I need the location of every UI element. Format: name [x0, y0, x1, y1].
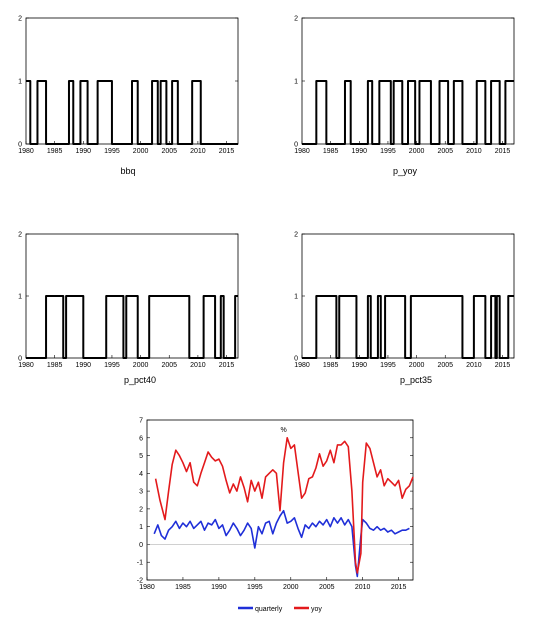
x-tick-label: 1995 [104, 148, 120, 155]
y-tick-label: 1 [18, 294, 22, 301]
x-tick-label: 1995 [380, 148, 396, 155]
y-tick-label: 2 [139, 506, 143, 513]
y-tick-label: 5 [139, 453, 143, 460]
y-tick-label: 0 [18, 142, 22, 149]
chart-panel-bbq: 0 1 2 1980 1985 1990 1995 2000 2005 2010 2015 bbq [18, 16, 239, 176]
y-tick-label: 1 [139, 524, 143, 531]
chart-panel-p_pct35: 0 1 2 1980 1985 1990 1995 2000 2005 2010 2015 p_pct… [294, 232, 515, 385]
series-line-p_yoy [302, 80, 514, 145]
x-tick-label: 2005 [437, 148, 453, 155]
x-tick-label: 1995 [247, 584, 263, 591]
x-tick-label: 2000 [133, 148, 149, 155]
y-tick-label: 0 [139, 542, 143, 549]
x-tick-label: 2005 [437, 362, 453, 369]
x-tick-label: 2005 [319, 584, 335, 591]
x-tick-label: 1995 [104, 362, 120, 369]
x-tick-label: 1985 [47, 362, 63, 369]
y-tick-label: 0 [294, 356, 298, 363]
x-tick-label: 2000 [283, 584, 299, 591]
series-line-p_pct40 [26, 295, 238, 359]
x-tick-label: 2005 [161, 362, 177, 369]
x-tick-label: 2000 [133, 362, 149, 369]
x-tick-label: 2015 [219, 148, 235, 155]
series-line-quarterly [153, 509, 410, 578]
x-tick-label: 1980 [139, 584, 155, 591]
legend-label: yoy [311, 606, 322, 613]
panel-name: bbq [120, 166, 135, 176]
x-tick-label: 2015 [495, 148, 511, 155]
x-tick-label: 2010 [466, 362, 482, 369]
x-tick-label: 2010 [466, 148, 482, 155]
series-line-yoy [154, 437, 414, 574]
x-tick-label: 1985 [175, 584, 191, 591]
y-tick-label: 3 [139, 489, 143, 496]
x-tick-label: 1980 [18, 362, 34, 369]
series-line-bbq [26, 80, 238, 145]
panel-name: p_yoy [393, 166, 418, 176]
y-tick-label: 4 [139, 471, 143, 478]
x-tick-label: 2000 [409, 148, 425, 155]
y-tick-label: 2 [18, 232, 22, 239]
plot-frame [146, 419, 414, 581]
y-tick-label: 2 [294, 232, 298, 239]
panel-name: p_pct35 [400, 375, 432, 385]
x-tick-label: 2015 [219, 362, 235, 369]
y-tick-label: 0 [294, 142, 298, 149]
x-tick-label: 1990 [76, 362, 92, 369]
series-line-p_pct35 [302, 295, 514, 359]
chart-panel-p_pct40: 0 1 2 1980 1985 1990 1995 2000 2005 2010 2015 p_pct… [18, 232, 239, 385]
x-tick-label: 2000 [409, 362, 425, 369]
x-tick-label: 1990 [76, 148, 92, 155]
x-tick-label: 2015 [391, 584, 407, 591]
x-tick-label: 1980 [294, 362, 310, 369]
y-tick-label: 2 [294, 16, 298, 23]
y-tick-label: 2 [18, 16, 22, 23]
y-tick-label: 1 [294, 79, 298, 86]
x-tick-label: 1980 [18, 148, 34, 155]
x-tick-label: 1990 [352, 148, 368, 155]
x-tick-label: 1985 [323, 362, 339, 369]
y-tick-label: 0 [18, 356, 22, 363]
x-tick-label: 1980 [294, 148, 310, 155]
y-tick-label: 7 [139, 418, 143, 425]
legend-label: quarterly [255, 606, 283, 613]
chart-panel-p_yoy: 0 1 2 1980 1985 1990 1995 2000 2005 2010 2015 p_yoy [294, 16, 515, 176]
x-tick-label: 2015 [495, 362, 511, 369]
y-tick-label: 1 [294, 294, 298, 301]
chart-title: % [280, 427, 286, 434]
y-tick-label: -2 [137, 578, 143, 585]
panel-name: p_pct40 [124, 375, 156, 385]
x-tick-label: 1990 [211, 584, 227, 591]
y-tick-label: 1 [18, 79, 22, 86]
x-tick-label: 2005 [161, 148, 177, 155]
x-tick-label: 1985 [323, 148, 339, 155]
y-tick-label: 6 [139, 435, 143, 442]
x-tick-label: 1995 [380, 362, 396, 369]
x-tick-label: 2010 [355, 584, 371, 591]
x-tick-label: 2010 [190, 148, 206, 155]
x-tick-label: 1990 [352, 362, 368, 369]
chart-panel-main: -2 -1 0 1 2 3 4 5 6 7 1980 1985 1990 1995 2000 2005 2010… [137, 418, 414, 613]
x-tick-label: 1985 [47, 148, 63, 155]
y-tick-label: -1 [137, 560, 143, 567]
x-tick-label: 2010 [190, 362, 206, 369]
